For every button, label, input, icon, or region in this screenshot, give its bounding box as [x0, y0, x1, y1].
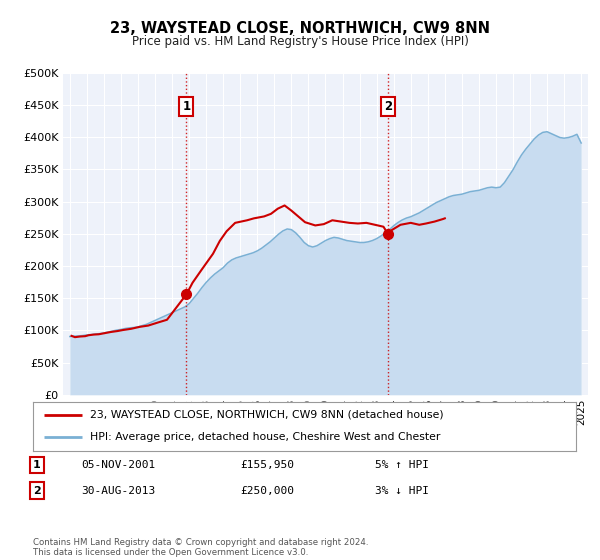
Text: 2: 2 [33, 486, 41, 496]
Text: 1: 1 [182, 100, 190, 113]
Text: Contains HM Land Registry data © Crown copyright and database right 2024.
This d: Contains HM Land Registry data © Crown c… [33, 538, 368, 557]
Text: 23, WAYSTEAD CLOSE, NORTHWICH, CW9 8NN: 23, WAYSTEAD CLOSE, NORTHWICH, CW9 8NN [110, 21, 490, 36]
Text: £250,000: £250,000 [240, 486, 294, 496]
Text: HPI: Average price, detached house, Cheshire West and Chester: HPI: Average price, detached house, Ches… [90, 432, 440, 442]
Text: Price paid vs. HM Land Registry's House Price Index (HPI): Price paid vs. HM Land Registry's House … [131, 35, 469, 48]
Text: 5% ↑ HPI: 5% ↑ HPI [375, 460, 429, 470]
Text: 2: 2 [384, 100, 392, 113]
Text: 05-NOV-2001: 05-NOV-2001 [81, 460, 155, 470]
Text: 1: 1 [33, 460, 41, 470]
Text: £155,950: £155,950 [240, 460, 294, 470]
Text: 3% ↓ HPI: 3% ↓ HPI [375, 486, 429, 496]
Text: 30-AUG-2013: 30-AUG-2013 [81, 486, 155, 496]
Text: 23, WAYSTEAD CLOSE, NORTHWICH, CW9 8NN (detached house): 23, WAYSTEAD CLOSE, NORTHWICH, CW9 8NN (… [90, 410, 443, 420]
